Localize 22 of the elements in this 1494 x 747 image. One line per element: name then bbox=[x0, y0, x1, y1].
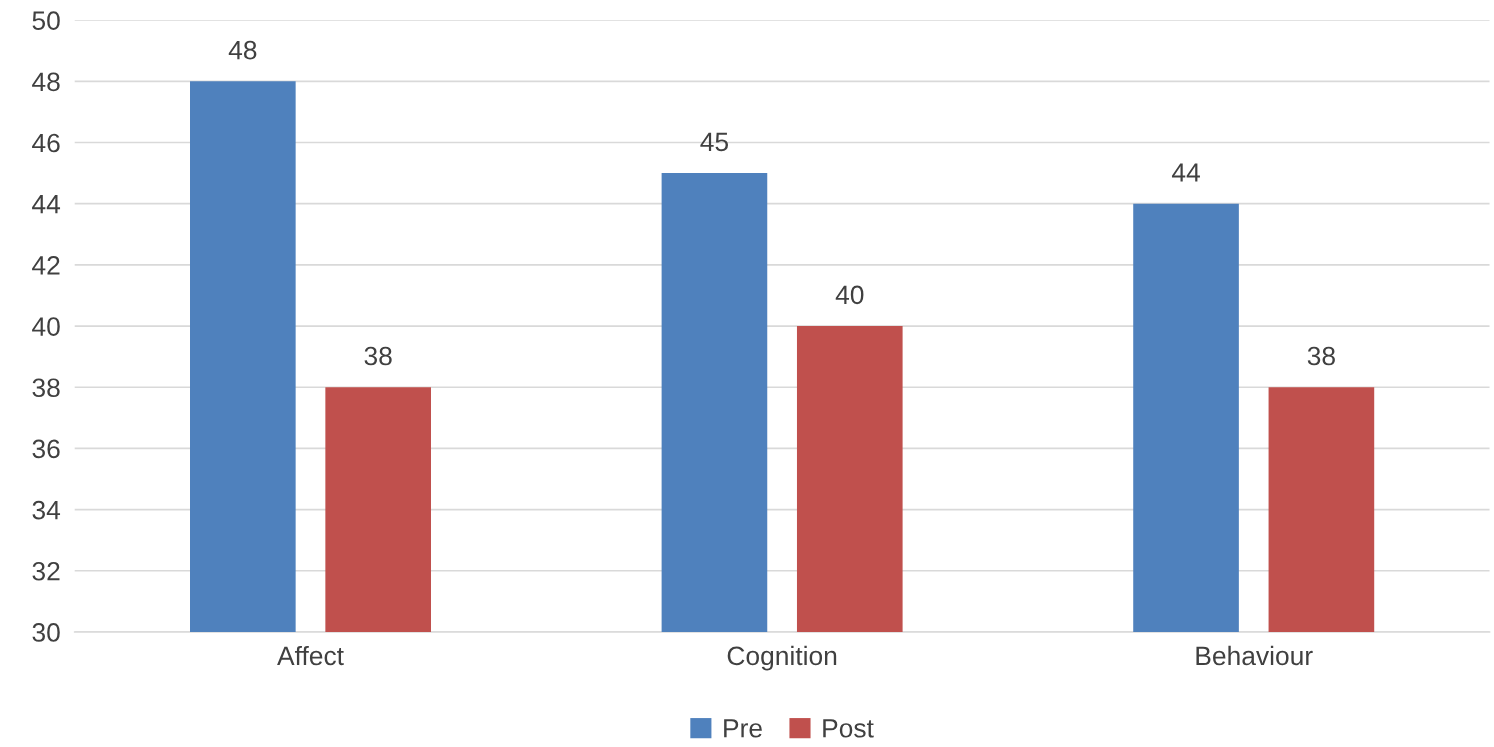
y-tick-label: 48 bbox=[32, 72, 60, 92]
data-label: 48 bbox=[228, 40, 257, 60]
x-tick-label: Behaviour bbox=[1196, 645, 1313, 666]
x-tick-label: Affect bbox=[277, 645, 344, 666]
y-tick-label: 32 bbox=[32, 561, 60, 581]
y-tick-label: 40 bbox=[32, 317, 60, 336]
y-tick-label: 42 bbox=[32, 256, 60, 275]
y-tick-label: 36 bbox=[32, 439, 60, 459]
y-tick-label: 46 bbox=[32, 133, 60, 153]
y-tick-label: 38 bbox=[32, 378, 60, 398]
legend-label: Pre bbox=[724, 719, 762, 738]
data-label: 38 bbox=[1307, 346, 1335, 366]
y-tick-label: 34 bbox=[32, 500, 61, 520]
legend-label: Post bbox=[823, 719, 874, 738]
y-tick-label: 30 bbox=[32, 623, 60, 642]
y-tick-label: 44 bbox=[32, 195, 61, 214]
data-label: 45 bbox=[700, 132, 728, 152]
data-label: 44 bbox=[1171, 163, 1200, 182]
data-label: 38 bbox=[364, 346, 392, 366]
y-tick-label: 50 bbox=[32, 11, 60, 30]
data-label: 40 bbox=[835, 285, 864, 305]
x-tick-label: Cognition bbox=[727, 645, 837, 671]
